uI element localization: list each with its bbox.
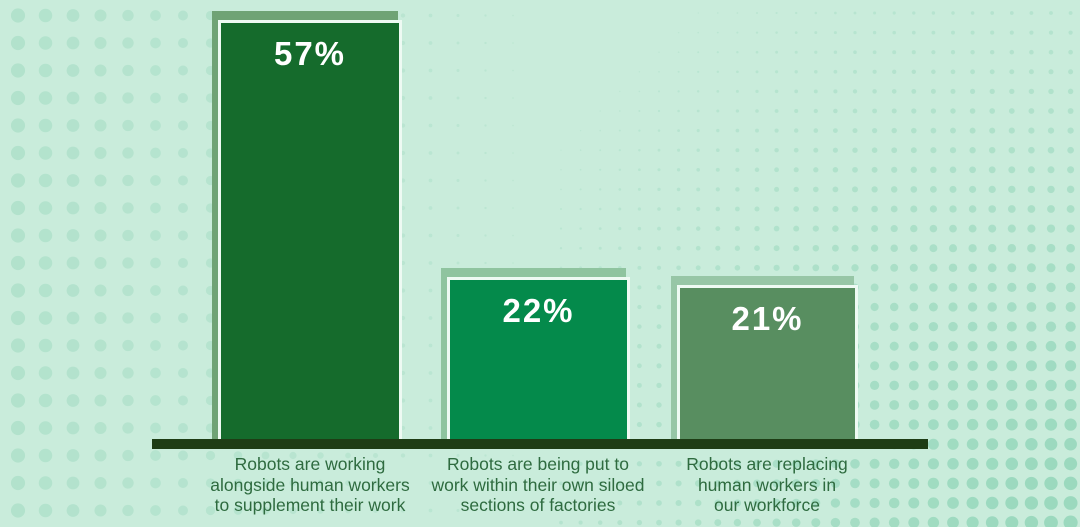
x-axis-line — [152, 439, 928, 449]
bar-robots-siloed-sections: 22% — [441, 268, 630, 449]
bar-robots-replacing-workers: 21% — [671, 276, 858, 449]
bar-category-label: Robots are working alongside human worke… — [210, 454, 410, 515]
bar-fill: 22% — [447, 277, 630, 449]
bar-category-label: Robots are being put to work within thei… — [431, 454, 645, 515]
bar-value-label: 22% — [502, 292, 575, 329]
bar-value-label: 21% — [731, 300, 804, 337]
bar-value-label: 57% — [273, 35, 347, 72]
bar-category-label: Robots are replacing human workers in ou… — [686, 454, 848, 515]
bar-fill: 21% — [677, 285, 858, 449]
bar-fill: 57% — [218, 20, 402, 449]
bar-robots-supplement-work: 57% — [212, 11, 402, 449]
